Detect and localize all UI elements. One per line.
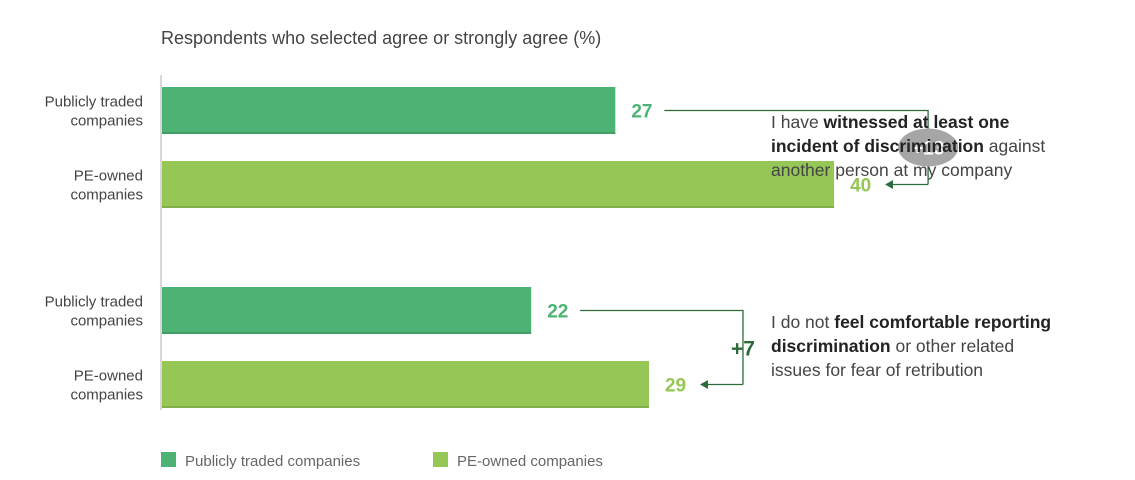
bar xyxy=(162,87,616,134)
value-label: 22 xyxy=(547,302,568,323)
statement-1-pre: I have xyxy=(771,112,824,132)
category-label: companies xyxy=(70,113,143,130)
category-label: companies xyxy=(70,187,143,204)
bar-shadow xyxy=(162,132,616,134)
legend-swatch-pe xyxy=(433,452,448,467)
legend-label-publicly: Publicly traded companies xyxy=(185,453,360,470)
bar xyxy=(162,287,532,334)
statement-2-post: or other related issues for fear of retr… xyxy=(771,336,1015,380)
difference-bracket xyxy=(580,309,744,385)
legend-label-pe: PE-owned companies xyxy=(457,453,603,470)
category-label: Publicly traded xyxy=(45,94,143,111)
category-label: companies xyxy=(70,313,143,330)
statement-2-pre: I do not xyxy=(771,312,835,332)
category-label: Publicly traded xyxy=(45,294,143,311)
value-label: 29 xyxy=(665,376,686,397)
difference-pill xyxy=(898,128,959,167)
difference-label: +13 xyxy=(912,139,944,160)
difference-label: +7 xyxy=(731,338,755,361)
bar xyxy=(162,161,835,208)
chart-title: Respondents who selected agree or strong… xyxy=(161,28,601,48)
statement-2-bold: feel comfortable reporting discriminatio… xyxy=(771,312,1052,356)
bar-shadow xyxy=(162,406,649,408)
bar xyxy=(162,361,649,408)
value-label: 27 xyxy=(631,102,652,123)
category-label: companies xyxy=(70,387,143,404)
statement-1-bold: witnessed at least one incident of discr… xyxy=(771,112,1010,156)
legend-swatch-publicly xyxy=(161,452,176,467)
bar-shadow xyxy=(162,206,835,208)
category-label: PE-owned xyxy=(74,368,143,385)
statement-1-post: against another person at my company xyxy=(771,136,1046,180)
category-label: PE-owned xyxy=(74,168,143,185)
statement-2: I do not feel comfortable reporting disc… xyxy=(771,310,1061,382)
value-label: 40 xyxy=(850,176,871,197)
statement-1: I have witnessed at least one incident o… xyxy=(771,110,1061,182)
bar-shadow xyxy=(162,332,532,334)
